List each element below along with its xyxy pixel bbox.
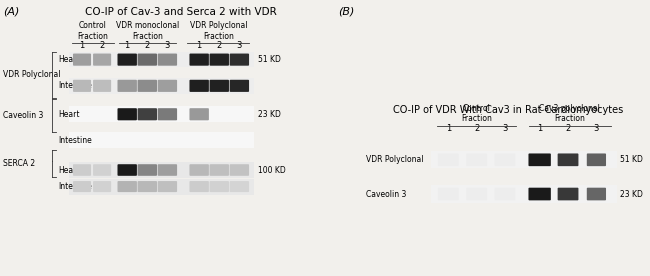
FancyBboxPatch shape: [495, 188, 515, 200]
Text: Control
Fraction: Control Fraction: [77, 21, 109, 41]
Text: 2: 2: [145, 41, 150, 50]
FancyBboxPatch shape: [158, 108, 177, 120]
FancyBboxPatch shape: [587, 188, 606, 200]
Text: VDR monoclonal
Fraction: VDR monoclonal Fraction: [116, 21, 179, 41]
Bar: [69, 52, 254, 67]
FancyBboxPatch shape: [138, 164, 157, 176]
Text: 3: 3: [593, 124, 599, 133]
Text: Intestine: Intestine: [58, 136, 92, 145]
Text: Control
Fraction: Control Fraction: [462, 104, 492, 123]
FancyBboxPatch shape: [438, 188, 459, 200]
FancyBboxPatch shape: [93, 181, 111, 192]
Text: (A): (A): [3, 7, 20, 17]
FancyBboxPatch shape: [93, 80, 111, 92]
Bar: [431, 185, 617, 203]
Text: 100 KD: 100 KD: [258, 166, 285, 174]
Bar: [431, 151, 617, 168]
Text: 3: 3: [164, 41, 170, 50]
Text: Caveolin 3: Caveolin 3: [3, 112, 44, 120]
FancyBboxPatch shape: [138, 54, 157, 66]
FancyBboxPatch shape: [189, 54, 209, 66]
FancyBboxPatch shape: [438, 153, 459, 166]
Text: 1: 1: [79, 41, 84, 50]
Text: 3: 3: [502, 124, 508, 133]
Text: CO-IP of VDR With Cav3 in Rat Cardiomyocytes: CO-IP of VDR With Cav3 in Rat Cardiomyoc…: [393, 105, 623, 115]
FancyBboxPatch shape: [118, 54, 137, 66]
Text: 1: 1: [446, 124, 451, 133]
FancyBboxPatch shape: [466, 153, 487, 166]
Bar: [69, 106, 254, 122]
Text: Intestine: Intestine: [58, 182, 92, 191]
FancyBboxPatch shape: [558, 188, 579, 200]
Text: Intestine: Intestine: [58, 81, 92, 90]
FancyBboxPatch shape: [209, 181, 229, 192]
Text: 2: 2: [566, 124, 571, 133]
Bar: [69, 162, 254, 178]
Bar: [69, 78, 254, 94]
FancyBboxPatch shape: [229, 181, 249, 192]
FancyBboxPatch shape: [73, 181, 91, 192]
Bar: [69, 179, 254, 195]
Text: VDR Polyclonal
Fraction: VDR Polyclonal Fraction: [190, 21, 248, 41]
FancyBboxPatch shape: [528, 188, 551, 200]
FancyBboxPatch shape: [229, 54, 249, 66]
FancyBboxPatch shape: [209, 164, 229, 176]
FancyBboxPatch shape: [558, 153, 579, 166]
Text: Heart: Heart: [58, 55, 80, 64]
FancyBboxPatch shape: [158, 181, 177, 192]
Bar: [69, 132, 254, 148]
FancyBboxPatch shape: [118, 108, 137, 120]
FancyBboxPatch shape: [73, 54, 91, 66]
FancyBboxPatch shape: [229, 80, 249, 92]
FancyBboxPatch shape: [495, 153, 515, 166]
Text: 3: 3: [237, 41, 242, 50]
Text: 23 KD: 23 KD: [258, 110, 281, 119]
FancyBboxPatch shape: [118, 164, 137, 176]
Text: 2: 2: [474, 124, 479, 133]
FancyBboxPatch shape: [466, 188, 487, 200]
FancyBboxPatch shape: [73, 164, 91, 176]
FancyBboxPatch shape: [158, 80, 177, 92]
Text: SERCA 2: SERCA 2: [3, 159, 36, 168]
FancyBboxPatch shape: [189, 181, 209, 192]
FancyBboxPatch shape: [73, 80, 91, 92]
Text: Heart: Heart: [58, 110, 80, 119]
Text: CO-IP of Cav-3 and Serca 2 with VDR: CO-IP of Cav-3 and Serca 2 with VDR: [85, 7, 277, 17]
FancyBboxPatch shape: [189, 108, 209, 120]
Text: 1: 1: [537, 124, 542, 133]
Text: Heart: Heart: [58, 166, 80, 174]
FancyBboxPatch shape: [189, 80, 209, 92]
Text: (B): (B): [338, 7, 354, 17]
Text: 2: 2: [216, 41, 222, 50]
FancyBboxPatch shape: [158, 164, 177, 176]
FancyBboxPatch shape: [528, 153, 551, 166]
FancyBboxPatch shape: [138, 181, 157, 192]
FancyBboxPatch shape: [93, 164, 111, 176]
Text: 2: 2: [99, 41, 105, 50]
Text: Cav3 polyclonal
Fraction: Cav3 polyclonal Fraction: [539, 104, 600, 123]
FancyBboxPatch shape: [118, 181, 137, 192]
Text: 1: 1: [125, 41, 130, 50]
FancyBboxPatch shape: [118, 80, 137, 92]
Text: Caveolin 3: Caveolin 3: [367, 190, 407, 198]
FancyBboxPatch shape: [138, 108, 157, 120]
Text: 51 KD: 51 KD: [258, 55, 281, 64]
Text: 51 KD: 51 KD: [620, 155, 643, 164]
FancyBboxPatch shape: [158, 54, 177, 66]
FancyBboxPatch shape: [229, 164, 249, 176]
FancyBboxPatch shape: [93, 54, 111, 66]
FancyBboxPatch shape: [209, 80, 229, 92]
FancyBboxPatch shape: [209, 54, 229, 66]
Text: 1: 1: [196, 41, 202, 50]
FancyBboxPatch shape: [189, 164, 209, 176]
Text: VDR Polyclonal: VDR Polyclonal: [3, 70, 61, 79]
Text: VDR Polyclonal: VDR Polyclonal: [367, 155, 424, 164]
FancyBboxPatch shape: [138, 80, 157, 92]
Text: 23 KD: 23 KD: [620, 190, 643, 198]
FancyBboxPatch shape: [587, 153, 606, 166]
